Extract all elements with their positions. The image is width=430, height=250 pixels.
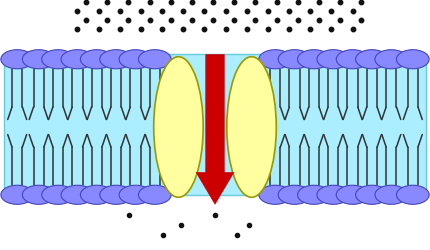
Circle shape (61, 186, 94, 204)
Circle shape (278, 50, 311, 70)
Circle shape (396, 50, 429, 70)
Circle shape (356, 50, 388, 70)
Circle shape (80, 50, 113, 70)
Ellipse shape (154, 58, 203, 198)
Circle shape (336, 50, 369, 70)
Circle shape (80, 186, 113, 204)
Circle shape (259, 186, 292, 204)
Circle shape (22, 186, 55, 204)
FancyArrow shape (196, 55, 234, 205)
Circle shape (298, 50, 330, 70)
Bar (4, 55, 426, 195)
Circle shape (356, 186, 388, 204)
Circle shape (138, 50, 171, 70)
Circle shape (375, 186, 408, 204)
Circle shape (336, 186, 369, 204)
Circle shape (317, 186, 350, 204)
Circle shape (22, 50, 55, 70)
Circle shape (138, 186, 171, 204)
Circle shape (278, 186, 311, 204)
Circle shape (1, 186, 34, 204)
Circle shape (42, 186, 74, 204)
Circle shape (100, 186, 132, 204)
Circle shape (100, 50, 132, 70)
Ellipse shape (227, 58, 276, 198)
Circle shape (259, 50, 292, 70)
Circle shape (298, 186, 330, 204)
Circle shape (119, 186, 152, 204)
Circle shape (317, 50, 350, 70)
Circle shape (396, 186, 429, 204)
Circle shape (375, 50, 408, 70)
Circle shape (1, 50, 34, 70)
Circle shape (42, 50, 74, 70)
Circle shape (119, 50, 152, 70)
Circle shape (61, 50, 94, 70)
